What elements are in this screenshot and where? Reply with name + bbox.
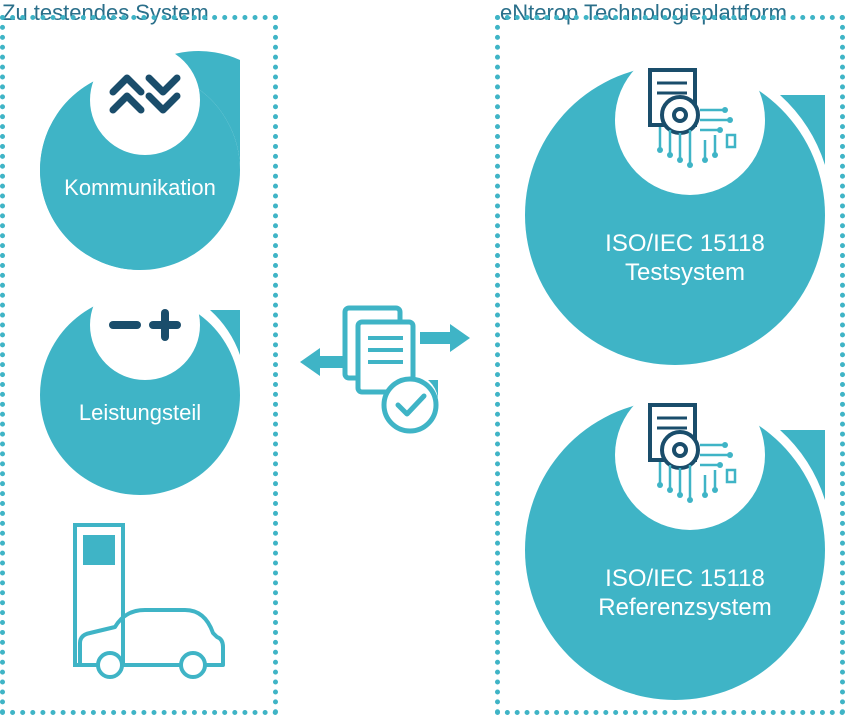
exchange-doc-check-icon — [300, 300, 470, 445]
bubble-referenzsystem: ISO/IEC 15118 Referenzsystem — [515, 380, 835, 700]
testsystem-icon-circle — [615, 45, 765, 195]
bubble-leistungsteil: Leistungsteil — [30, 275, 250, 495]
referenzsystem-icon-circle — [615, 380, 765, 530]
circuit-doc-icon — [635, 65, 745, 175]
bubble-kommunikation-label: Kommunikation — [30, 175, 250, 201]
bubble-testsystem: ISO/IEC 15118 Testsystem — [515, 45, 835, 365]
bubble-leistungsteil-label: Leistungsteil — [30, 400, 250, 426]
circuit-doc-icon-2 — [635, 400, 745, 510]
bubble-testsystem-label: ISO/IEC 15118 Testsystem — [555, 230, 815, 288]
leistungsteil-icon-circle — [90, 270, 200, 380]
referenzsystem-label-line2: Referenzsystem — [598, 594, 771, 621]
kommunikation-icon-circle — [90, 45, 200, 155]
referenzsystem-label-line1: ISO/IEC 15118 — [605, 565, 765, 592]
bubble-kommunikation: Kommunikation — [30, 50, 250, 270]
bubble-referenzsystem-label: ISO/IEC 15118 Referenzsystem — [555, 565, 815, 623]
testsystem-label-line1: ISO/IEC 15118 — [605, 230, 765, 257]
car-charger-icon — [65, 515, 225, 690]
testsystem-label-line2: Testsystem — [625, 259, 745, 286]
arrows-updown-icon — [105, 70, 185, 130]
plus-minus-icon — [105, 300, 185, 350]
